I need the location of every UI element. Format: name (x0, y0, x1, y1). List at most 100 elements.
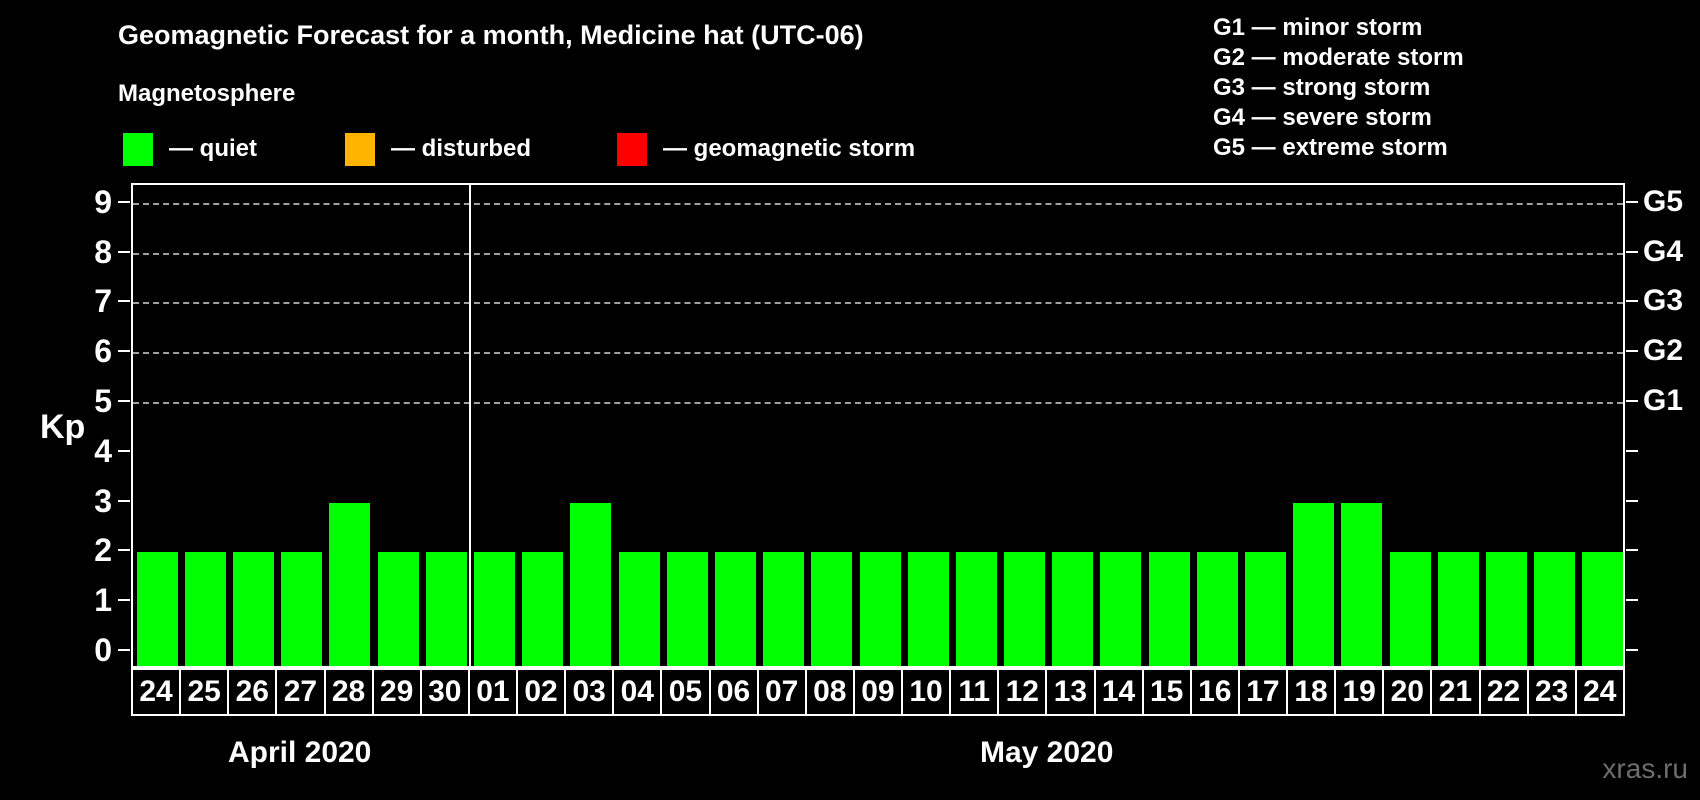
left-tick-kp-3 (118, 499, 130, 502)
kp-bar (1148, 552, 1190, 666)
date-cell: 25 (179, 668, 230, 716)
right-tick-kp-7 (1626, 300, 1638, 303)
kp-axis-label: Kp (40, 408, 86, 446)
kp-bar (1004, 552, 1046, 666)
date-cell: 11 (949, 668, 1000, 716)
left-tick-kp-6 (118, 350, 130, 353)
kp-bar (1534, 552, 1576, 666)
date-cell: 13 (1045, 668, 1096, 716)
kp-bar (425, 552, 467, 666)
date-cell: 24 (131, 668, 182, 716)
ytick-label-3: 3 (94, 482, 112, 519)
date-cell: 03 (564, 668, 615, 716)
date-cell: 27 (275, 668, 326, 716)
month-label: May 2020 (979, 736, 1114, 769)
g-axis-label-g3: G3 (1643, 284, 1684, 318)
kp-bar (232, 552, 274, 666)
g-axis-label-g1: G1 (1643, 384, 1684, 417)
ytick-label-4: 4 (94, 432, 112, 469)
date-cell: 19 (1334, 668, 1385, 716)
right-tick-kp-6 (1626, 350, 1638, 353)
kp-bar (1341, 502, 1383, 666)
kp-bar (1245, 552, 1287, 666)
date-axis: 24 25 26 27 28 29 30 01 02 03 04 05 06 07 08 09 10 11 12 13… (131, 668, 1625, 716)
magnetosphere-legend: — quiet — disturbed — geomagnetic storm (0, 132, 1700, 166)
right-tick-kp-1 (1626, 599, 1638, 602)
kp-bar (473, 552, 515, 666)
month-separator-line (469, 185, 472, 666)
left-tick-kp-0 (118, 649, 130, 651)
date-cell: 06 (708, 668, 759, 716)
legend-label: — disturbed (391, 135, 532, 162)
date-cell: 29 (371, 668, 422, 716)
magnetosphere-subtitle: Magnetosphere (118, 80, 296, 107)
kp-bar (281, 552, 323, 666)
date-cell: 22 (1478, 668, 1529, 716)
g-legend-line-g1: G1 — minor storm (1213, 14, 1423, 41)
legend-label: — quiet (169, 135, 257, 162)
date-cell: 26 (227, 668, 278, 716)
date-cell: 16 (1189, 668, 1240, 716)
date-cell: 04 (612, 668, 663, 716)
left-tick-kp-7 (118, 300, 130, 303)
left-tick-kp-5 (118, 400, 130, 402)
chart-title: Geomagnetic Forecast for a month, Medici… (118, 20, 864, 50)
kp-bar (1052, 552, 1094, 666)
watermark: xras.ru (1602, 753, 1688, 784)
ytick-label-1: 1 (94, 582, 112, 619)
right-tick-kp-3 (1626, 499, 1638, 502)
gridline-kp-5 (133, 402, 1623, 404)
legend-item-quiet: — quiet (123, 132, 257, 166)
kp-bar (1293, 502, 1335, 666)
right-tick-kp-0 (1626, 649, 1638, 651)
date-cell: 23 (1526, 668, 1577, 716)
plot-area (131, 183, 1625, 668)
kp-bar (329, 502, 371, 666)
right-tick-kp-4 (1626, 449, 1638, 452)
quiet-color-swatch (123, 132, 153, 166)
kp-bar (1196, 552, 1238, 666)
gridline-kp-6 (133, 352, 1623, 355)
date-cell: 17 (1237, 668, 1288, 716)
kp-bar (570, 502, 612, 666)
date-cell: 12 (997, 668, 1048, 716)
kp-bar (955, 552, 997, 666)
gridline-kp-8 (133, 252, 1623, 255)
left-tick-kp-4 (118, 449, 130, 452)
right-tick-kp-9 (1626, 200, 1638, 203)
date-cell: 07 (756, 668, 807, 716)
date-cell: 28 (323, 668, 374, 716)
g-axis-label-g2: G2 (1643, 334, 1684, 368)
kp-bar (763, 552, 805, 666)
g-legend-line-g4: G4 — severe storm (1213, 104, 1432, 131)
date-cell: 05 (660, 668, 711, 716)
kp-bar (522, 552, 564, 666)
kp-bar (714, 552, 756, 666)
ytick-label-5: 5 (94, 383, 112, 419)
left-tick-kp-8 (118, 250, 130, 253)
kp-bar (666, 552, 708, 666)
left-tick-kp-1 (118, 599, 130, 602)
g-axis-label-g4: G4 (1643, 234, 1684, 268)
kp-bar (377, 552, 419, 666)
date-cell: 02 (516, 668, 567, 716)
date-cell: 08 (804, 668, 855, 716)
gridline-kp-7 (133, 302, 1623, 305)
gridline-kp-9 (133, 202, 1623, 205)
ytick-label-0: 0 (94, 632, 112, 668)
kp-bar (136, 552, 178, 666)
disturbed-color-swatch (345, 132, 375, 166)
g-legend-line-g2: G2 — moderate storm (1213, 44, 1464, 71)
kp-bar (811, 552, 853, 666)
right-tick-kp-8 (1626, 250, 1638, 253)
g-legend-line-g3: G3 — strong storm (1213, 74, 1431, 101)
date-cell: 09 (852, 668, 903, 716)
date-cell: 24 (1574, 668, 1625, 716)
kp-bar (184, 552, 226, 666)
date-cell: 21 (1430, 668, 1481, 716)
kp-bar (1486, 552, 1528, 666)
ytick-label-6: 6 (94, 333, 112, 370)
legend-item-disturbed: — disturbed (345, 132, 531, 166)
storm-color-swatch (617, 132, 647, 166)
kp-bar (1389, 552, 1431, 666)
